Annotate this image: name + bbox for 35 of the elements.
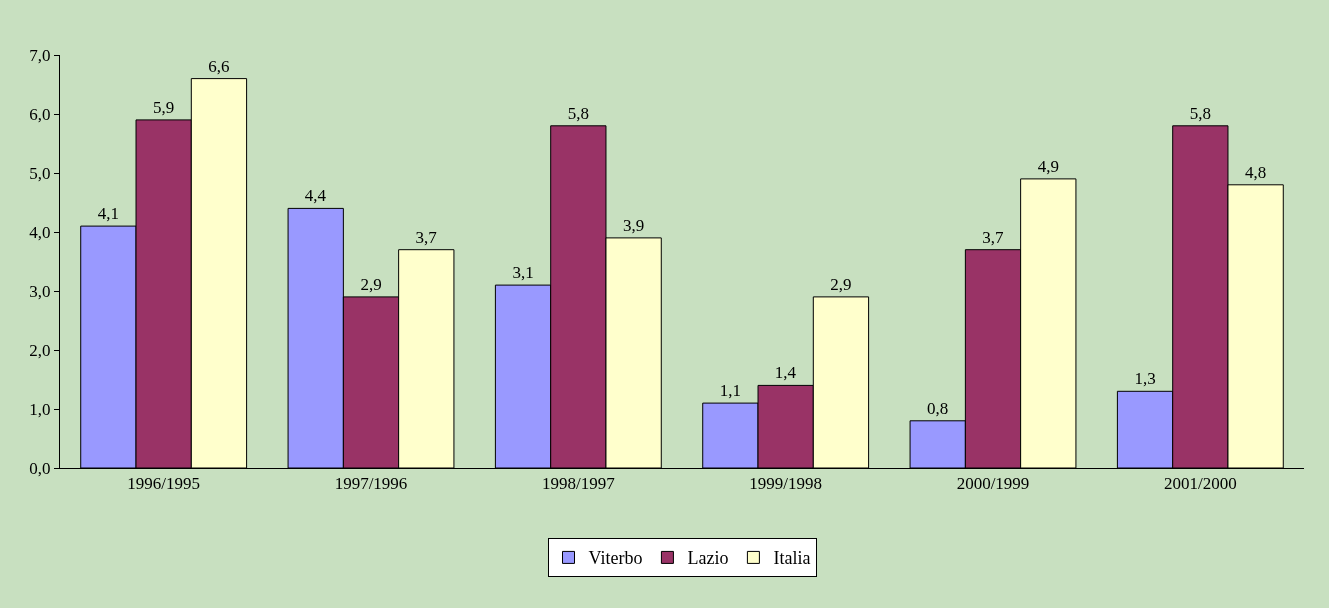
data-label: 0,8 <box>927 398 949 418</box>
data-label: 1,1 <box>719 381 741 401</box>
y-tick-label: 3,0 <box>29 281 51 301</box>
x-tick-label: 1999/1998 <box>749 474 823 494</box>
y-tick-label: 2,0 <box>29 340 51 360</box>
data-label: 4,1 <box>97 204 119 224</box>
legend-label: Viterbo <box>588 548 643 569</box>
data-label: 3,1 <box>512 263 534 283</box>
x-tick-label: 1998/1997 <box>541 474 616 494</box>
y-tick-label: 5,0 <box>29 163 51 183</box>
legend-label: Lazio <box>687 548 729 569</box>
data-label: 6,6 <box>208 56 230 76</box>
x-tick-label: 1997/1996 <box>334 474 408 494</box>
x-tick-label: 2001/2000 <box>1163 474 1237 494</box>
data-label: 3,7 <box>982 227 1004 247</box>
data-label: 4,4 <box>304 186 327 206</box>
legend-label: Italia <box>773 548 811 569</box>
data-label: 1,4 <box>774 363 797 383</box>
data-label: 2,9 <box>360 274 382 294</box>
y-tick-label: 0,0 <box>29 458 51 478</box>
y-tick-label: 4,0 <box>29 222 51 242</box>
data-label: 4,9 <box>1037 156 1059 176</box>
data-label: 5,8 <box>1189 103 1211 123</box>
data-label: 4,8 <box>1245 162 1267 182</box>
y-tick-label: 7,0 <box>29 45 51 65</box>
y-tick-label: 6,0 <box>29 104 51 124</box>
data-label: 3,9 <box>623 215 645 235</box>
data-label: 1,3 <box>1134 369 1156 389</box>
data-label: 5,9 <box>153 97 175 117</box>
x-tick-label: 1996/1995 <box>127 474 201 494</box>
data-label: 5,8 <box>567 103 589 123</box>
x-tick-label: 2000/1999 <box>956 474 1030 494</box>
data-label: 3,7 <box>415 227 438 247</box>
data-label: 2,9 <box>830 274 852 294</box>
y-tick-label: 1,0 <box>29 399 51 419</box>
